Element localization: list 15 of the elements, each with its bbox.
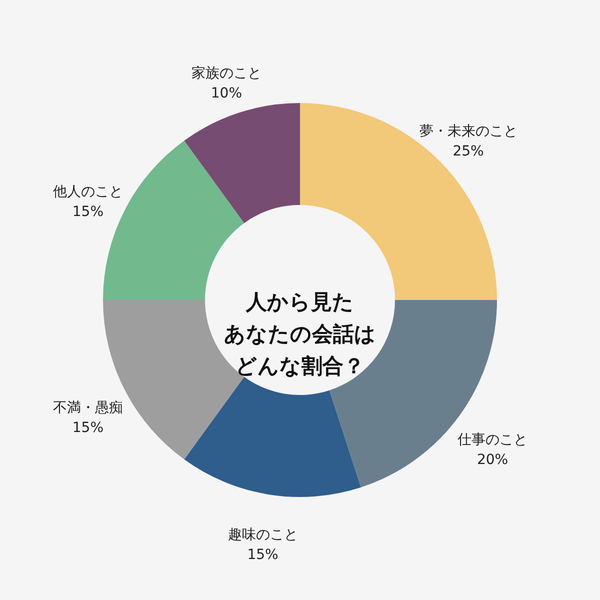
slice-label: 家族のこと xyxy=(191,66,262,82)
slice-label: 不満・愚痴 xyxy=(52,400,123,416)
donut-slice xyxy=(184,103,300,224)
text: 人から見たあなたの会話はどんな割合？ xyxy=(224,290,376,378)
data-label: 10% xyxy=(210,86,242,102)
slice-label: 他人のこと xyxy=(52,184,123,200)
slice-label: 趣味のこと xyxy=(228,527,298,544)
data-label: 25% xyxy=(452,144,484,160)
data-label: 20% xyxy=(476,452,508,468)
slice-label: 夢・未来のこと xyxy=(419,124,518,140)
donut-slice xyxy=(184,376,361,497)
data-label: 15% xyxy=(72,420,104,436)
data-label: 15% xyxy=(72,204,104,220)
data-label: 15% xyxy=(247,547,278,564)
slice-label: 仕事のこと xyxy=(456,432,528,448)
